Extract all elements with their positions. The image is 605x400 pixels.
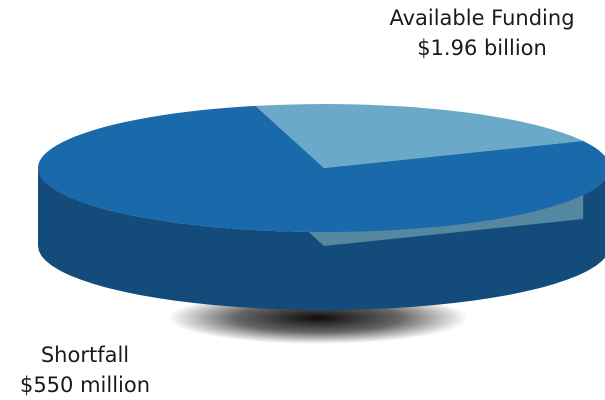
shortfall-callout: Shortfall $550 million	[0, 340, 170, 400]
available-funding-value: $1.96 billion	[417, 36, 547, 60]
available-funding-label: Available Funding	[389, 6, 575, 30]
shortfall-value: $550 million	[19, 373, 151, 397]
shortfall-label: Shortfall	[40, 343, 130, 367]
available-funding-callout: Available Funding $1.96 billion	[372, 3, 592, 63]
pie-slice-available-funding	[37, 105, 605, 233]
pie-slice-shortfall	[255, 104, 584, 168]
